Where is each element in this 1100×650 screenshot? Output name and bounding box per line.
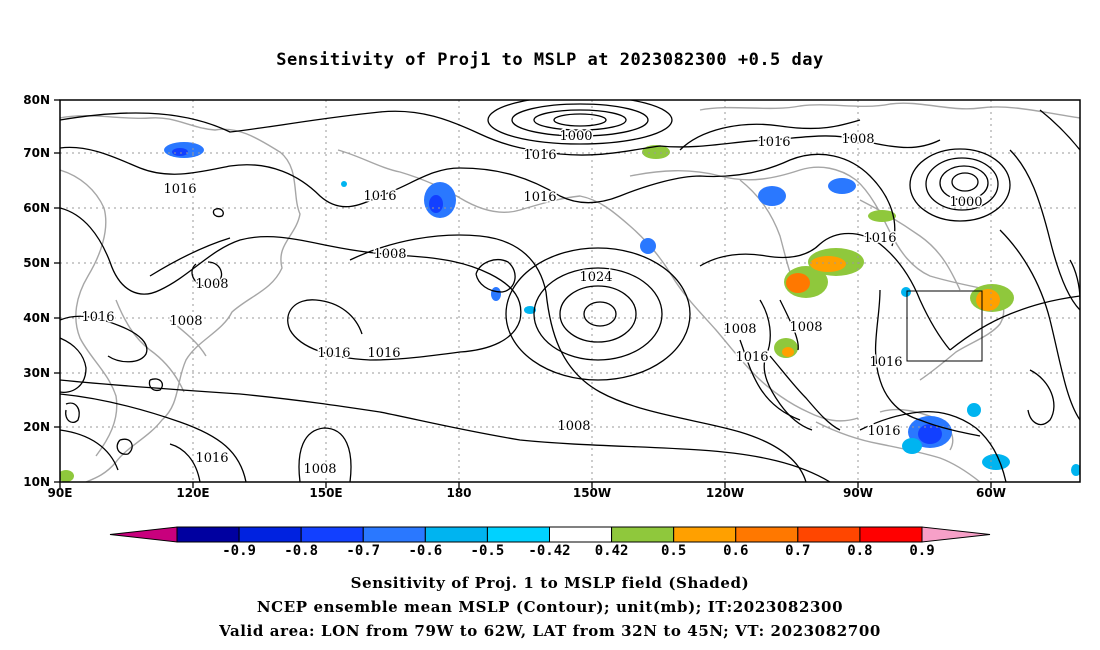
colorbar-cell	[735, 526, 799, 543]
contour-label: 1016	[367, 346, 400, 361]
lon-label-150e: 150E	[309, 486, 343, 500]
lat-label-70n: 70N	[23, 146, 50, 160]
chart-title: Sensitivity of Proj1 to MSLP at 20230823…	[276, 50, 824, 70]
lat-label-60n: 60N	[23, 201, 50, 215]
colorbar-tick-label: -0.6	[408, 543, 443, 559]
colorbar-tick-label: 0.5	[661, 543, 687, 559]
contour-label: 1016	[867, 424, 900, 439]
lat-label-20n: 20N	[23, 420, 50, 434]
contour-label: 1016	[523, 190, 556, 205]
contour-label: 1000	[559, 129, 592, 144]
colorbar-tick-label: -0.42	[528, 543, 571, 559]
colorbar-tick-label: 0.6	[723, 543, 749, 559]
colorbar-arrow-left	[109, 526, 178, 543]
colorbar-cell	[176, 526, 240, 543]
colorbar-cell	[859, 526, 923, 543]
colorbar-tick-label: 0.42	[594, 543, 629, 559]
caption-shaded: Sensitivity of Proj. 1 to MSLP field (Sh…	[350, 574, 750, 592]
colorbar-cell	[424, 526, 488, 543]
contour-label: 1008	[789, 320, 822, 335]
lat-label-10n: 10N	[23, 475, 50, 489]
colorbar-cell	[300, 526, 364, 543]
colorbar-tick-label: -0.9	[222, 543, 256, 559]
contour-label: 1016	[195, 451, 228, 466]
contour-label: 1008	[169, 314, 202, 329]
tick-marks	[54, 99, 992, 488]
colorbar-cell	[549, 526, 613, 543]
lon-label-180: 180	[446, 486, 472, 500]
lat-label-50n: 50N	[23, 256, 50, 270]
contour-label: 1016	[863, 231, 896, 246]
lat-label-40n: 40N	[23, 311, 50, 325]
colorbar-tick-label: -0.5	[470, 543, 505, 559]
contour-label: 1008	[373, 247, 406, 262]
colorbar-tick-label: 0.7	[785, 543, 811, 559]
grid-lines	[60, 100, 1080, 482]
contour-label: 1016	[363, 189, 396, 204]
contour-label: 1016	[81, 310, 114, 325]
contour-label: 1000	[949, 195, 982, 210]
lon-label-60w: 60W	[976, 486, 1006, 500]
colorbar-cell	[362, 526, 426, 543]
contour-label: 1008	[195, 277, 228, 292]
caption-contour: NCEP ensemble mean MSLP (Contour); unit(…	[256, 598, 844, 616]
colorbar-tick-label: -0.7	[346, 543, 381, 559]
colorbar-tick-label: -0.8	[284, 543, 319, 559]
contour-label: 1024	[579, 270, 612, 285]
lat-label-80n: 80N	[23, 93, 50, 107]
contour-label: 1016	[163, 182, 196, 197]
mslp-contours	[60, 100, 1080, 482]
lat-label-30n: 30N	[23, 366, 50, 380]
contour-label: 1016	[317, 346, 350, 361]
contour-label: 1016	[757, 135, 790, 150]
contour-label: 1008	[303, 462, 336, 477]
lon-label-120e: 120E	[176, 486, 210, 500]
lon-label-90w: 90W	[843, 486, 873, 500]
contour-labels: 1000 1016 1016 1008 1016 1000 1016 1016 …	[80, 128, 984, 479]
colorbar-cell	[238, 526, 302, 543]
colorbar-tick-label: 0.9	[909, 543, 935, 559]
lon-label-90e: 90E	[47, 486, 73, 500]
sensitivity-patches	[60, 142, 1080, 482]
colorbar-cell	[797, 526, 861, 543]
lon-label-150w: 150W	[572, 486, 612, 500]
colorbar-tick-label: 0.8	[847, 543, 873, 559]
contour-label: 1008	[723, 322, 756, 337]
contour-label: 1016	[735, 350, 768, 365]
contour-label: 1008	[841, 132, 874, 147]
colorbar-cell	[611, 526, 675, 543]
contour-label: 1016	[869, 355, 902, 370]
caption-valid-area: Valid area: LON from 79W to 62W, LAT fro…	[219, 622, 881, 640]
colorbar-cell	[673, 526, 737, 543]
contour-label: 1016	[523, 148, 556, 163]
valid-area-box	[906, 290, 983, 362]
contour-label: 1008	[557, 419, 590, 434]
colorbar-cell	[486, 526, 550, 543]
plot-frame	[59, 99, 1081, 483]
lon-label-120w: 120W	[705, 486, 745, 500]
colorbar-arrow-right	[921, 526, 991, 543]
